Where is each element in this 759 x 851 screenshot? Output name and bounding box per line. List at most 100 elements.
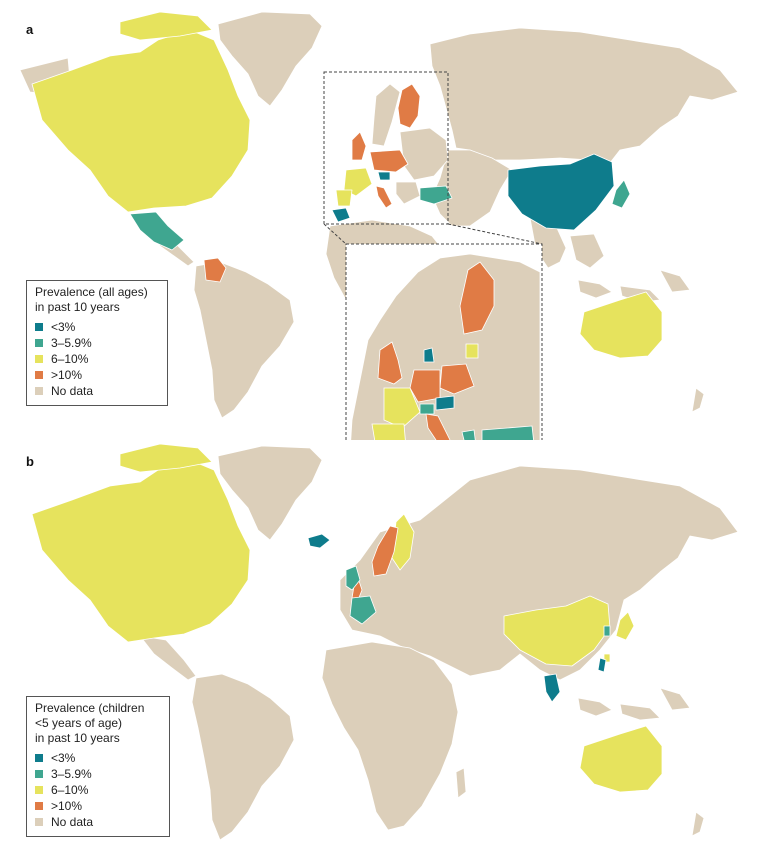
korea-b [603, 625, 611, 637]
legend-a-item: <3% [35, 319, 159, 335]
legend-a-item: >10% [35, 367, 159, 383]
swatch-6-10 [35, 786, 43, 794]
legend-b-label: >10% [51, 798, 83, 813]
legend-b-item: 6–10% [35, 782, 161, 798]
arctic-islands-a [119, 11, 213, 41]
europe-inset [345, 243, 543, 440]
inset-connector-right [447, 223, 543, 245]
swatch-lt3 [35, 754, 43, 762]
legend-a-title-2: in past 10 years [35, 300, 120, 314]
australia-a [579, 291, 663, 359]
swatch-gt10 [35, 371, 43, 379]
new-zealand-b [691, 811, 705, 837]
legend-b-label: <3% [51, 750, 76, 765]
inset-denmark [423, 347, 435, 363]
mexico-a [129, 211, 185, 251]
finland-a [397, 83, 421, 129]
legend-a-item: 6–10% [35, 351, 159, 367]
swatch-nodata [35, 818, 43, 826]
central-america-b [139, 635, 197, 681]
greenland-b [217, 445, 323, 541]
north-america-a [31, 29, 251, 213]
madagascar-b [455, 767, 467, 799]
legend-b-item: No data [35, 814, 161, 830]
swatch-3-5 [35, 770, 43, 778]
japan-a [611, 179, 631, 209]
swatch-6-10 [35, 355, 43, 363]
africa-b [321, 641, 459, 831]
legend-a-item: No data [35, 383, 159, 399]
inset-switzerland [419, 403, 435, 415]
germany-poland-a [369, 149, 409, 173]
south-america [193, 261, 295, 419]
legend-b-title-2: <5 years of age) [35, 716, 123, 730]
indonesia-b [577, 687, 691, 721]
inset-austria [435, 395, 455, 411]
swatch-nodata [35, 387, 43, 395]
italy-a [375, 185, 393, 209]
norway-b [371, 525, 399, 577]
uk-main-b [345, 565, 361, 591]
legend-b-title-3: in past 10 years [35, 731, 120, 745]
scandinavia-west-a [371, 83, 401, 147]
china-b [503, 595, 611, 667]
legend-a-label: 3–5.9% [51, 335, 92, 350]
swatch-3-5 [35, 339, 43, 347]
south-america-b [191, 673, 295, 841]
inset-baltic [465, 343, 479, 359]
inset-france [383, 387, 421, 429]
panel-b-letter: b [26, 454, 34, 469]
new-zealand [691, 387, 705, 413]
morocco-a [331, 207, 351, 223]
europe-east-a [399, 127, 449, 181]
france-a [343, 167, 373, 197]
colombia-a [203, 257, 227, 283]
legend-b-label: 3–5.9% [51, 766, 92, 781]
legend-b: Prevalence (children <5 years of age) in… [26, 696, 170, 837]
legend-a-label: >10% [51, 367, 83, 382]
inset-germany [409, 369, 441, 403]
legend-b-label: No data [51, 814, 94, 829]
australia-b [579, 725, 663, 793]
legend-a-label: No data [51, 383, 94, 398]
legend-a-label: <3% [51, 319, 76, 334]
greenland [217, 11, 323, 107]
philippines-b [597, 657, 607, 673]
inset-spain [371, 423, 406, 440]
inset-finland [459, 261, 495, 335]
spain-a [335, 189, 353, 207]
inset-greece [461, 429, 476, 440]
legend-a-label: 6–10% [51, 351, 89, 366]
legend-a: Prevalence (all ages) in past 10 years <… [26, 280, 168, 406]
austria-a [377, 171, 391, 181]
legend-a-item: 3–5.9% [35, 335, 159, 351]
uk-a [351, 131, 367, 161]
legend-a-title-1: Prevalence (all ages) [35, 285, 148, 299]
iceland-b [307, 533, 331, 549]
legend-b-item: 3–5.9% [35, 766, 161, 782]
inset-turkey [481, 425, 534, 440]
balkans-a [395, 181, 421, 205]
france-b [349, 595, 377, 625]
swatch-lt3 [35, 323, 43, 331]
turkey-a [419, 185, 453, 205]
legend-b-label: 6–10% [51, 782, 89, 797]
world-map-a [19, 11, 739, 440]
thailand-b [543, 673, 561, 703]
se-asia [569, 233, 605, 269]
legend-b-item: <3% [35, 750, 161, 766]
japan-b [615, 611, 635, 641]
legend-b-item: >10% [35, 798, 161, 814]
legend-b-title-1: Prevalence (children [35, 701, 145, 715]
china-a [507, 153, 615, 231]
panel-a-letter: a [26, 22, 34, 37]
world-map-b [31, 443, 739, 841]
arctic-islands-b [119, 443, 213, 473]
russia-asia [429, 27, 739, 169]
eurasia-b [339, 465, 739, 681]
north-america-b [31, 459, 251, 643]
swatch-gt10 [35, 802, 43, 810]
inset-frame-source [323, 71, 449, 225]
inset-italy [425, 413, 451, 440]
inset-uk [377, 341, 403, 385]
